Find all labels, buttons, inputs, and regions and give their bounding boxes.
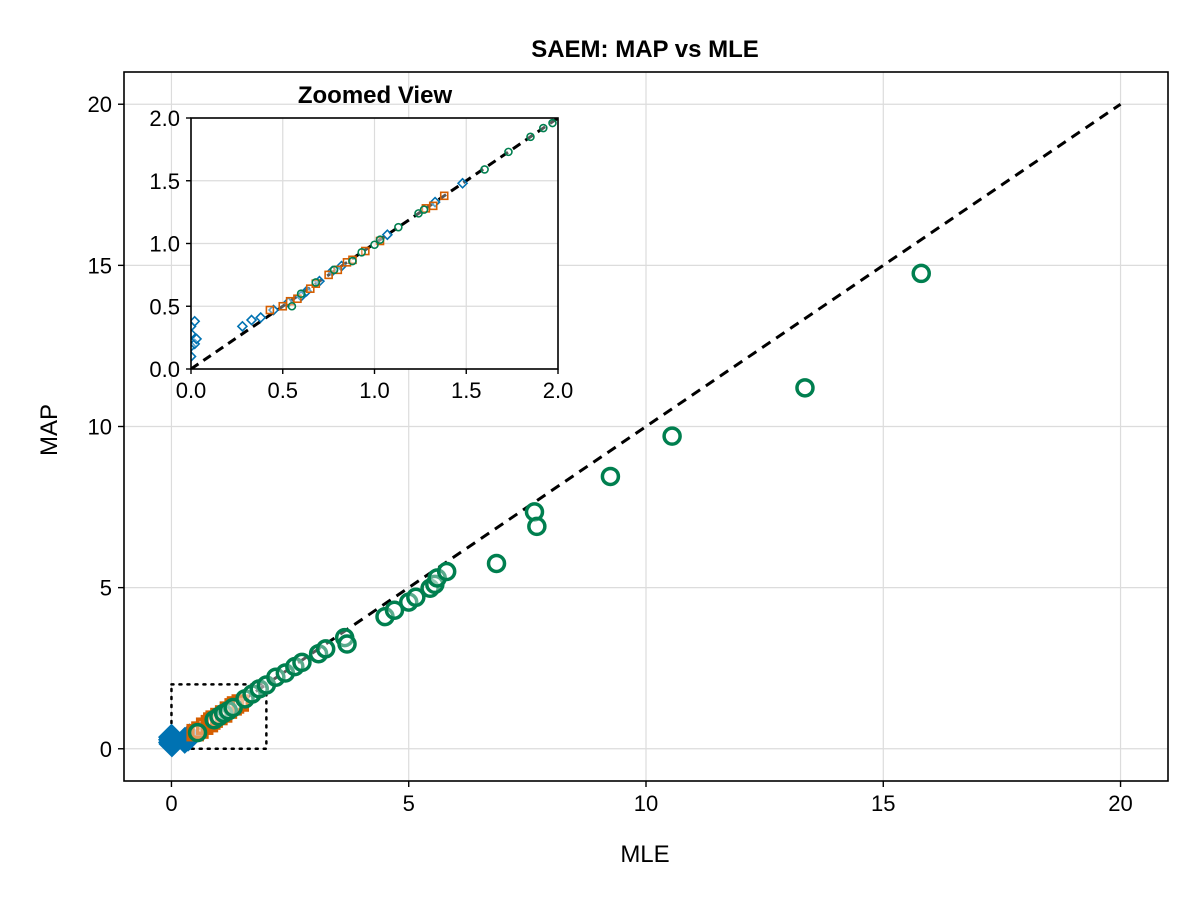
inset-circle-point: [539, 123, 548, 133]
inset-title: Zoomed View: [298, 82, 453, 109]
inset-plot-content: [191, 118, 558, 369]
y-tick-label: 10: [88, 415, 112, 440]
circle-point: [384, 600, 405, 620]
circle-point: [266, 667, 286, 687]
y-tick-label: 20: [88, 92, 112, 117]
inset-circle-point: [370, 240, 379, 250]
x-tick-label: 10: [634, 791, 658, 816]
circle-point: [911, 263, 931, 284]
circle-point: [406, 587, 426, 608]
inset-square-point: [305, 284, 315, 293]
inset-diamond-point: [191, 350, 197, 363]
main-plot: 0 5 10 15 20 0 5 10 15 20: [88, 71, 1169, 816]
inset-circle-point: [296, 289, 306, 299]
inset-y-tick-label: 2.0: [149, 106, 180, 131]
inset-square-point: [428, 201, 438, 211]
inset-y-tick-label: 0.5: [149, 294, 180, 319]
circle-point: [315, 639, 336, 659]
inset-square-point: [278, 301, 288, 311]
inset-square-point: [342, 258, 352, 267]
inset-circle-point: [348, 256, 357, 266]
inset-circle-point: [375, 235, 385, 245]
inset-circle-point: [329, 265, 339, 275]
inset-y-tick-label: 0.0: [149, 357, 180, 382]
inset-circle-point: [311, 278, 321, 287]
inset-circle-point: [394, 222, 403, 232]
inset-circle-point: [504, 147, 513, 157]
inset-circle-point: [419, 205, 429, 214]
inset-circle-point: [548, 118, 557, 128]
circle-point: [662, 426, 682, 446]
y-tick-label: 5: [100, 576, 112, 601]
inset-circle-point: [526, 132, 535, 142]
inset-square-point: [265, 305, 275, 315]
inset-square-point: [439, 191, 449, 201]
inset-diamond-point: [191, 333, 203, 345]
series-circle: [187, 263, 931, 743]
x-tick-label: 5: [403, 791, 415, 816]
inset-y-tick-label: 1.0: [149, 232, 180, 257]
inset-diamond-point: [456, 177, 469, 189]
inset-x-tick-label: 1.0: [359, 378, 390, 403]
circle-point: [436, 561, 457, 582]
inset-x-tick-label: 2.0: [543, 378, 574, 403]
y-axis-title: MAP: [36, 404, 63, 456]
x-axis-title: MLE: [620, 841, 669, 868]
inset-circle-point: [287, 301, 297, 311]
inset-y-tick-label: 1.5: [149, 169, 180, 194]
inset-diamond-point: [245, 314, 258, 326]
circle-point: [486, 553, 507, 574]
inset-diamond-point: [381, 229, 393, 241]
inset-diamond-point: [236, 320, 249, 332]
x-tick-label: 20: [1108, 791, 1132, 816]
x-tick-label: 15: [871, 791, 895, 816]
inset-x-tick-label: 0.5: [267, 378, 298, 403]
inset-x-tick-label: 0.0: [176, 378, 207, 403]
plot-content: [157, 102, 1122, 758]
inset-x-tick-label: 1.5: [451, 378, 482, 403]
x-tick-label: 0: [165, 791, 177, 816]
inset-circle-point: [480, 165, 489, 174]
inset-circle-point: [357, 247, 366, 257]
inset-diamond-point: [191, 328, 197, 340]
circle-point: [527, 516, 547, 537]
y-tick-label: 15: [88, 253, 112, 278]
y-tick-label: 0: [100, 737, 112, 762]
inset-diamond-point: [255, 311, 267, 324]
circle-point: [600, 466, 621, 487]
inset-plot: 0.0 0.5 1.0 1.5 2.0 0.0 0.5 1.0 1.5 2.0: [149, 106, 573, 403]
inset-square-point: [324, 270, 333, 280]
circle-point: [187, 722, 208, 743]
circle-point: [795, 378, 815, 398]
inset-series-circle: [287, 118, 557, 311]
zoom-box: [170, 683, 268, 751]
circle-point: [292, 652, 312, 673]
circle-point: [337, 634, 357, 654]
chart-title: SAEM: MAP vs MLE: [531, 36, 759, 63]
